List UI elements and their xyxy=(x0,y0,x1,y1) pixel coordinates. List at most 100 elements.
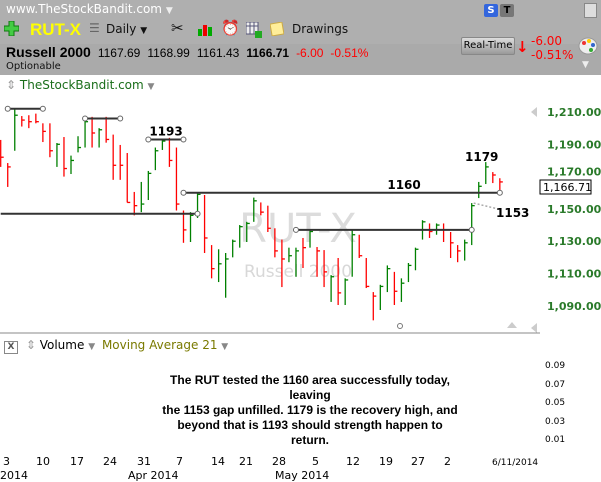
y-tick-label: 1,190.00 xyxy=(547,138,601,151)
y-tick-label: 1,090.00 xyxy=(547,300,601,313)
price-bar xyxy=(35,113,39,124)
price-bar xyxy=(344,278,349,305)
palette-icon[interactable] xyxy=(578,37,598,55)
drag-handle-icon[interactable]: ⇕ xyxy=(6,78,17,92)
y-tick-label: 1,170.00 xyxy=(547,166,601,179)
high-value: 1168.99 xyxy=(147,46,190,60)
symbol-field[interactable]: RUT-X xyxy=(30,20,81,39)
price-bar xyxy=(112,134,117,180)
level-line[interactable] xyxy=(0,210,201,217)
alarm-icon[interactable]: ⏰ xyxy=(221,19,240,37)
change-value: -6.00 xyxy=(296,46,324,60)
price-bar xyxy=(91,116,96,148)
scroll-left-icon[interactable] xyxy=(531,323,537,333)
calendar-add-icon[interactable] xyxy=(246,22,262,38)
label-1179: 1179 xyxy=(465,150,498,164)
price-bar xyxy=(21,116,25,127)
y-tick-label: 1,210.00 xyxy=(547,106,601,119)
list-icon[interactable]: ☰ xyxy=(89,21,100,35)
realtime-button[interactable]: Real-Time xyxy=(461,37,515,55)
price-bar xyxy=(105,116,110,143)
level-line[interactable] xyxy=(4,105,46,112)
period-select[interactable]: Daily ▼ xyxy=(106,22,148,36)
level-line[interactable]: 1160 xyxy=(180,178,503,196)
volume-label[interactable]: Volume xyxy=(39,338,85,352)
s-badge-button[interactable]: S xyxy=(484,4,498,17)
anchor-circle[interactable] xyxy=(397,323,403,329)
chart-type-icon[interactable] xyxy=(198,24,212,36)
last-value: 1166.71 xyxy=(246,46,290,60)
price-bar xyxy=(84,120,89,148)
notes-icon[interactable] xyxy=(270,22,284,36)
chart-title-link[interactable]: TheStockBandit.com xyxy=(19,78,144,92)
chevron-down-icon[interactable]: ▼ xyxy=(582,60,589,70)
price-bar xyxy=(316,247,321,277)
price-bar xyxy=(260,202,264,216)
note-line: the 1153 gap unfilled. 1179 is the recov… xyxy=(162,403,458,417)
y-tick-label: 1,130.00 xyxy=(547,235,601,248)
price-bar xyxy=(492,172,496,184)
volume-tick: 0.05 xyxy=(545,398,566,408)
scroll-left-icon[interactable] xyxy=(531,107,537,117)
volume-tick: 0.03 xyxy=(545,416,566,427)
price-bar xyxy=(225,252,229,298)
month-label: May 2014 xyxy=(275,469,330,482)
rt-change-pct: -0.51% xyxy=(531,48,574,62)
price-bar xyxy=(42,123,46,143)
price-bar xyxy=(239,225,243,248)
t-badge-button[interactable]: T xyxy=(500,4,514,17)
volume-panel-header: X ⇕ Volume ▼ Moving Average 21 ▼ xyxy=(4,338,228,354)
date-tick: 12 xyxy=(346,455,360,468)
moving-average-label[interactable]: Moving Average 21 xyxy=(101,338,218,352)
price-bar xyxy=(267,205,271,232)
date-tick: 21 xyxy=(239,455,253,468)
save-icon[interactable] xyxy=(584,3,597,18)
price-bar xyxy=(161,139,166,150)
price-bar xyxy=(14,108,18,151)
month-label: Apr 2014 xyxy=(128,469,179,482)
price-bar xyxy=(330,275,335,302)
date-tick: 3 xyxy=(3,455,10,468)
price-bar xyxy=(0,139,4,167)
price-bar xyxy=(442,223,447,243)
s-badge-text: S xyxy=(487,5,495,16)
price-bar xyxy=(154,147,159,171)
price-bar xyxy=(232,239,236,258)
price-bar xyxy=(126,153,131,204)
price-bar xyxy=(337,257,342,305)
chart-header: www.TheStockBandit.com ▼ RUT-X ☰ Daily ▼… xyxy=(0,0,601,75)
price-bar xyxy=(295,247,299,277)
volume-axis: 0.09 0.07 0.05 0.03 0.01 xyxy=(545,357,565,450)
level-line[interactable]: 1193 xyxy=(145,124,187,143)
add-icon[interactable] xyxy=(4,21,19,36)
level-label: 1160 xyxy=(387,178,420,192)
drawings-button[interactable]: Drawings xyxy=(292,22,349,36)
scroll-up-icon[interactable] xyxy=(507,322,517,328)
price-bar xyxy=(210,245,215,279)
last-price-label: 1,166.71 xyxy=(543,181,592,194)
date-tick: 19 xyxy=(379,455,393,468)
quote-row: Russell 2000 1167.69 1168.99 1161.43 116… xyxy=(6,44,368,60)
price-bar xyxy=(464,239,468,261)
date-tick: 28 xyxy=(272,455,286,468)
url-title[interactable]: www.TheStockBandit.com ▼ xyxy=(6,2,173,16)
level-line[interactable] xyxy=(292,226,475,233)
price-bar xyxy=(309,229,314,248)
price-bar xyxy=(7,163,11,187)
chevron-down-icon[interactable]: ▼ xyxy=(221,342,229,352)
price-bar xyxy=(456,245,461,263)
tools-icon[interactable]: ✂ xyxy=(171,19,184,37)
price-bar xyxy=(189,212,194,243)
price-bar xyxy=(281,239,285,288)
month-label: 2014 xyxy=(0,469,28,482)
price-bar xyxy=(56,143,60,167)
chevron-down-icon[interactable]: ▼ xyxy=(147,82,155,92)
close-panel-button[interactable]: X xyxy=(4,341,18,354)
drag-handle-icon[interactable]: ⇕ xyxy=(25,338,36,352)
chevron-down-icon[interactable]: ▼ xyxy=(165,6,173,16)
price-bar xyxy=(175,147,180,211)
level-line[interactable] xyxy=(82,115,124,122)
url-text: www.TheStockBandit.com xyxy=(6,2,162,16)
chevron-down-icon[interactable]: ▼ xyxy=(88,342,96,352)
price-bar xyxy=(400,278,405,302)
